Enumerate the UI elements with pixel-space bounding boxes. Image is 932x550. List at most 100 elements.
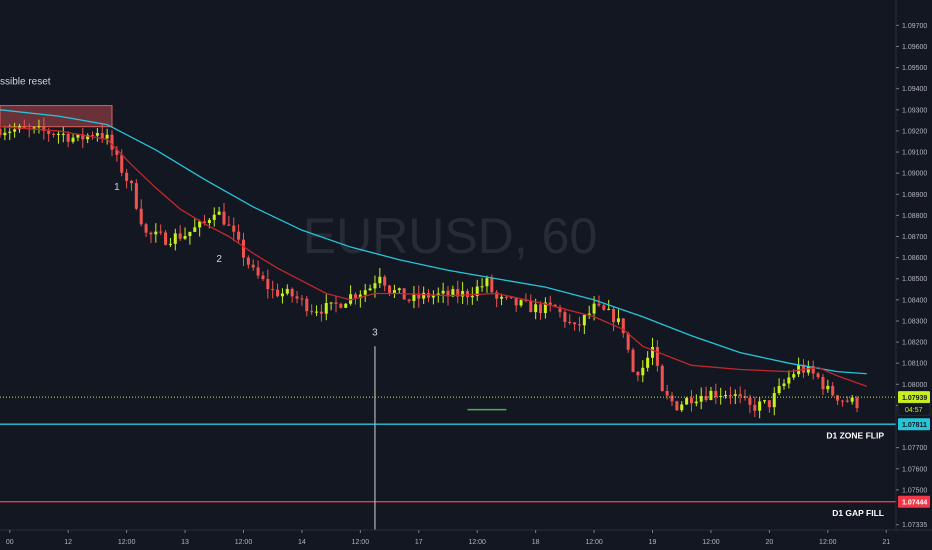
candle-body[interactable]: [626, 333, 630, 350]
candle-body[interactable]: [183, 235, 187, 239]
candle-body[interactable]: [349, 294, 353, 304]
candle-body[interactable]: [412, 293, 416, 301]
candle-body[interactable]: [568, 322, 572, 324]
candle-body[interactable]: [47, 130, 51, 134]
candle-body[interactable]: [324, 303, 328, 314]
candle-body[interactable]: [534, 304, 538, 313]
candle-body[interactable]: [227, 224, 231, 226]
candle-body[interactable]: [801, 364, 805, 373]
candle-body[interactable]: [353, 294, 357, 299]
candle-body[interactable]: [207, 219, 211, 223]
candle-body[interactable]: [329, 302, 333, 304]
candle-body[interactable]: [125, 172, 129, 181]
candle-body[interactable]: [636, 371, 640, 376]
candle-body[interactable]: [728, 395, 732, 397]
candle-body[interactable]: [86, 134, 90, 140]
candle-body[interactable]: [358, 294, 362, 299]
candle-body[interactable]: [100, 133, 104, 139]
candle-body[interactable]: [845, 400, 849, 402]
candle-body[interactable]: [144, 224, 148, 233]
candle-body[interactable]: [850, 397, 854, 402]
candle-body[interactable]: [529, 300, 533, 313]
candle-body[interactable]: [836, 395, 840, 401]
candle-body[interactable]: [826, 385, 830, 390]
candle-body[interactable]: [42, 126, 46, 131]
candle-body[interactable]: [490, 278, 494, 293]
candle-body[interactable]: [388, 285, 392, 294]
candle-body[interactable]: [465, 291, 469, 298]
candle-body[interactable]: [743, 396, 747, 398]
candle-body[interactable]: [271, 289, 275, 291]
candle-body[interactable]: [685, 398, 689, 405]
candle-body[interactable]: [539, 304, 543, 313]
candle-body[interactable]: [241, 239, 245, 258]
time-axis[interactable]: 00 12 12:00 13 12:00 14 12:00 17 12:00 18 12:00 19 1…: [6, 530, 890, 546]
candle-body[interactable]: [246, 257, 250, 265]
candle-body[interactable]: [582, 314, 586, 326]
candle-body[interactable]: [334, 302, 338, 304]
candle-body[interactable]: [198, 221, 202, 228]
candle-body[interactable]: [689, 398, 693, 404]
candle-body[interactable]: [319, 311, 323, 314]
candle-body[interactable]: [792, 374, 796, 378]
candle-body[interactable]: [300, 298, 304, 300]
candle-body[interactable]: [154, 231, 158, 235]
candle-body[interactable]: [237, 231, 241, 240]
candle-body[interactable]: [504, 296, 508, 298]
candle-body[interactable]: [280, 293, 284, 297]
candle-body[interactable]: [193, 227, 197, 232]
candle-body[interactable]: [470, 295, 474, 298]
candle-body[interactable]: [310, 311, 314, 313]
candle-body[interactable]: [397, 288, 401, 291]
candle-body[interactable]: [704, 396, 708, 400]
candle-body[interactable]: [485, 278, 489, 287]
candle-body[interactable]: [631, 349, 635, 372]
candle-body[interactable]: [597, 303, 601, 306]
price-axis[interactable]: 1.09700 1.09600 1.09500 1.09400 1.09300 1.092…: [896, 23, 931, 529]
candle-body[interactable]: [753, 404, 757, 411]
candle-body[interactable]: [232, 225, 236, 232]
candle-body[interactable]: [475, 286, 479, 296]
candle-body[interactable]: [543, 302, 547, 313]
candle-body[interactable]: [441, 290, 445, 294]
candle-body[interactable]: [612, 308, 616, 323]
candle-body[interactable]: [407, 299, 411, 301]
candle-body[interactable]: [134, 183, 138, 209]
candle-body[interactable]: [290, 288, 294, 297]
candle-body[interactable]: [495, 292, 499, 299]
candle-body[interactable]: [52, 133, 56, 135]
candle-body[interactable]: [276, 289, 280, 297]
candle-body[interactable]: [217, 211, 221, 215]
candle-body[interactable]: [646, 357, 650, 368]
candle-body[interactable]: [178, 233, 182, 239]
candle-body[interactable]: [714, 390, 718, 397]
candle-body[interactable]: [855, 397, 859, 409]
candle-body[interactable]: [665, 391, 669, 396]
candle-body[interactable]: [149, 232, 153, 235]
candle-body[interactable]: [22, 126, 26, 128]
candle-body[interactable]: [129, 180, 133, 184]
candle-body[interactable]: [115, 149, 119, 155]
candle-body[interactable]: [519, 300, 523, 306]
candle-body[interactable]: [95, 133, 99, 136]
candle-body[interactable]: [168, 243, 172, 245]
candle-body[interactable]: [548, 302, 552, 305]
candle-body[interactable]: [811, 366, 815, 374]
candle-body[interactable]: [71, 137, 75, 142]
candle-body[interactable]: [383, 276, 387, 286]
candle-body[interactable]: [563, 312, 567, 323]
candle-body[interactable]: [188, 231, 192, 236]
candle-body[interactable]: [422, 292, 426, 299]
candle-body[interactable]: [797, 364, 801, 375]
candle-body[interactable]: [0, 128, 2, 136]
candle-body[interactable]: [816, 373, 820, 378]
candle-body[interactable]: [772, 393, 776, 408]
candle-body[interactable]: [13, 129, 17, 132]
candle-body[interactable]: [724, 395, 728, 397]
candle-body[interactable]: [607, 308, 611, 310]
candle-body[interactable]: [451, 289, 455, 297]
candle-body[interactable]: [831, 385, 835, 396]
candle-body[interactable]: [159, 231, 163, 233]
candle-body[interactable]: [709, 390, 713, 400]
